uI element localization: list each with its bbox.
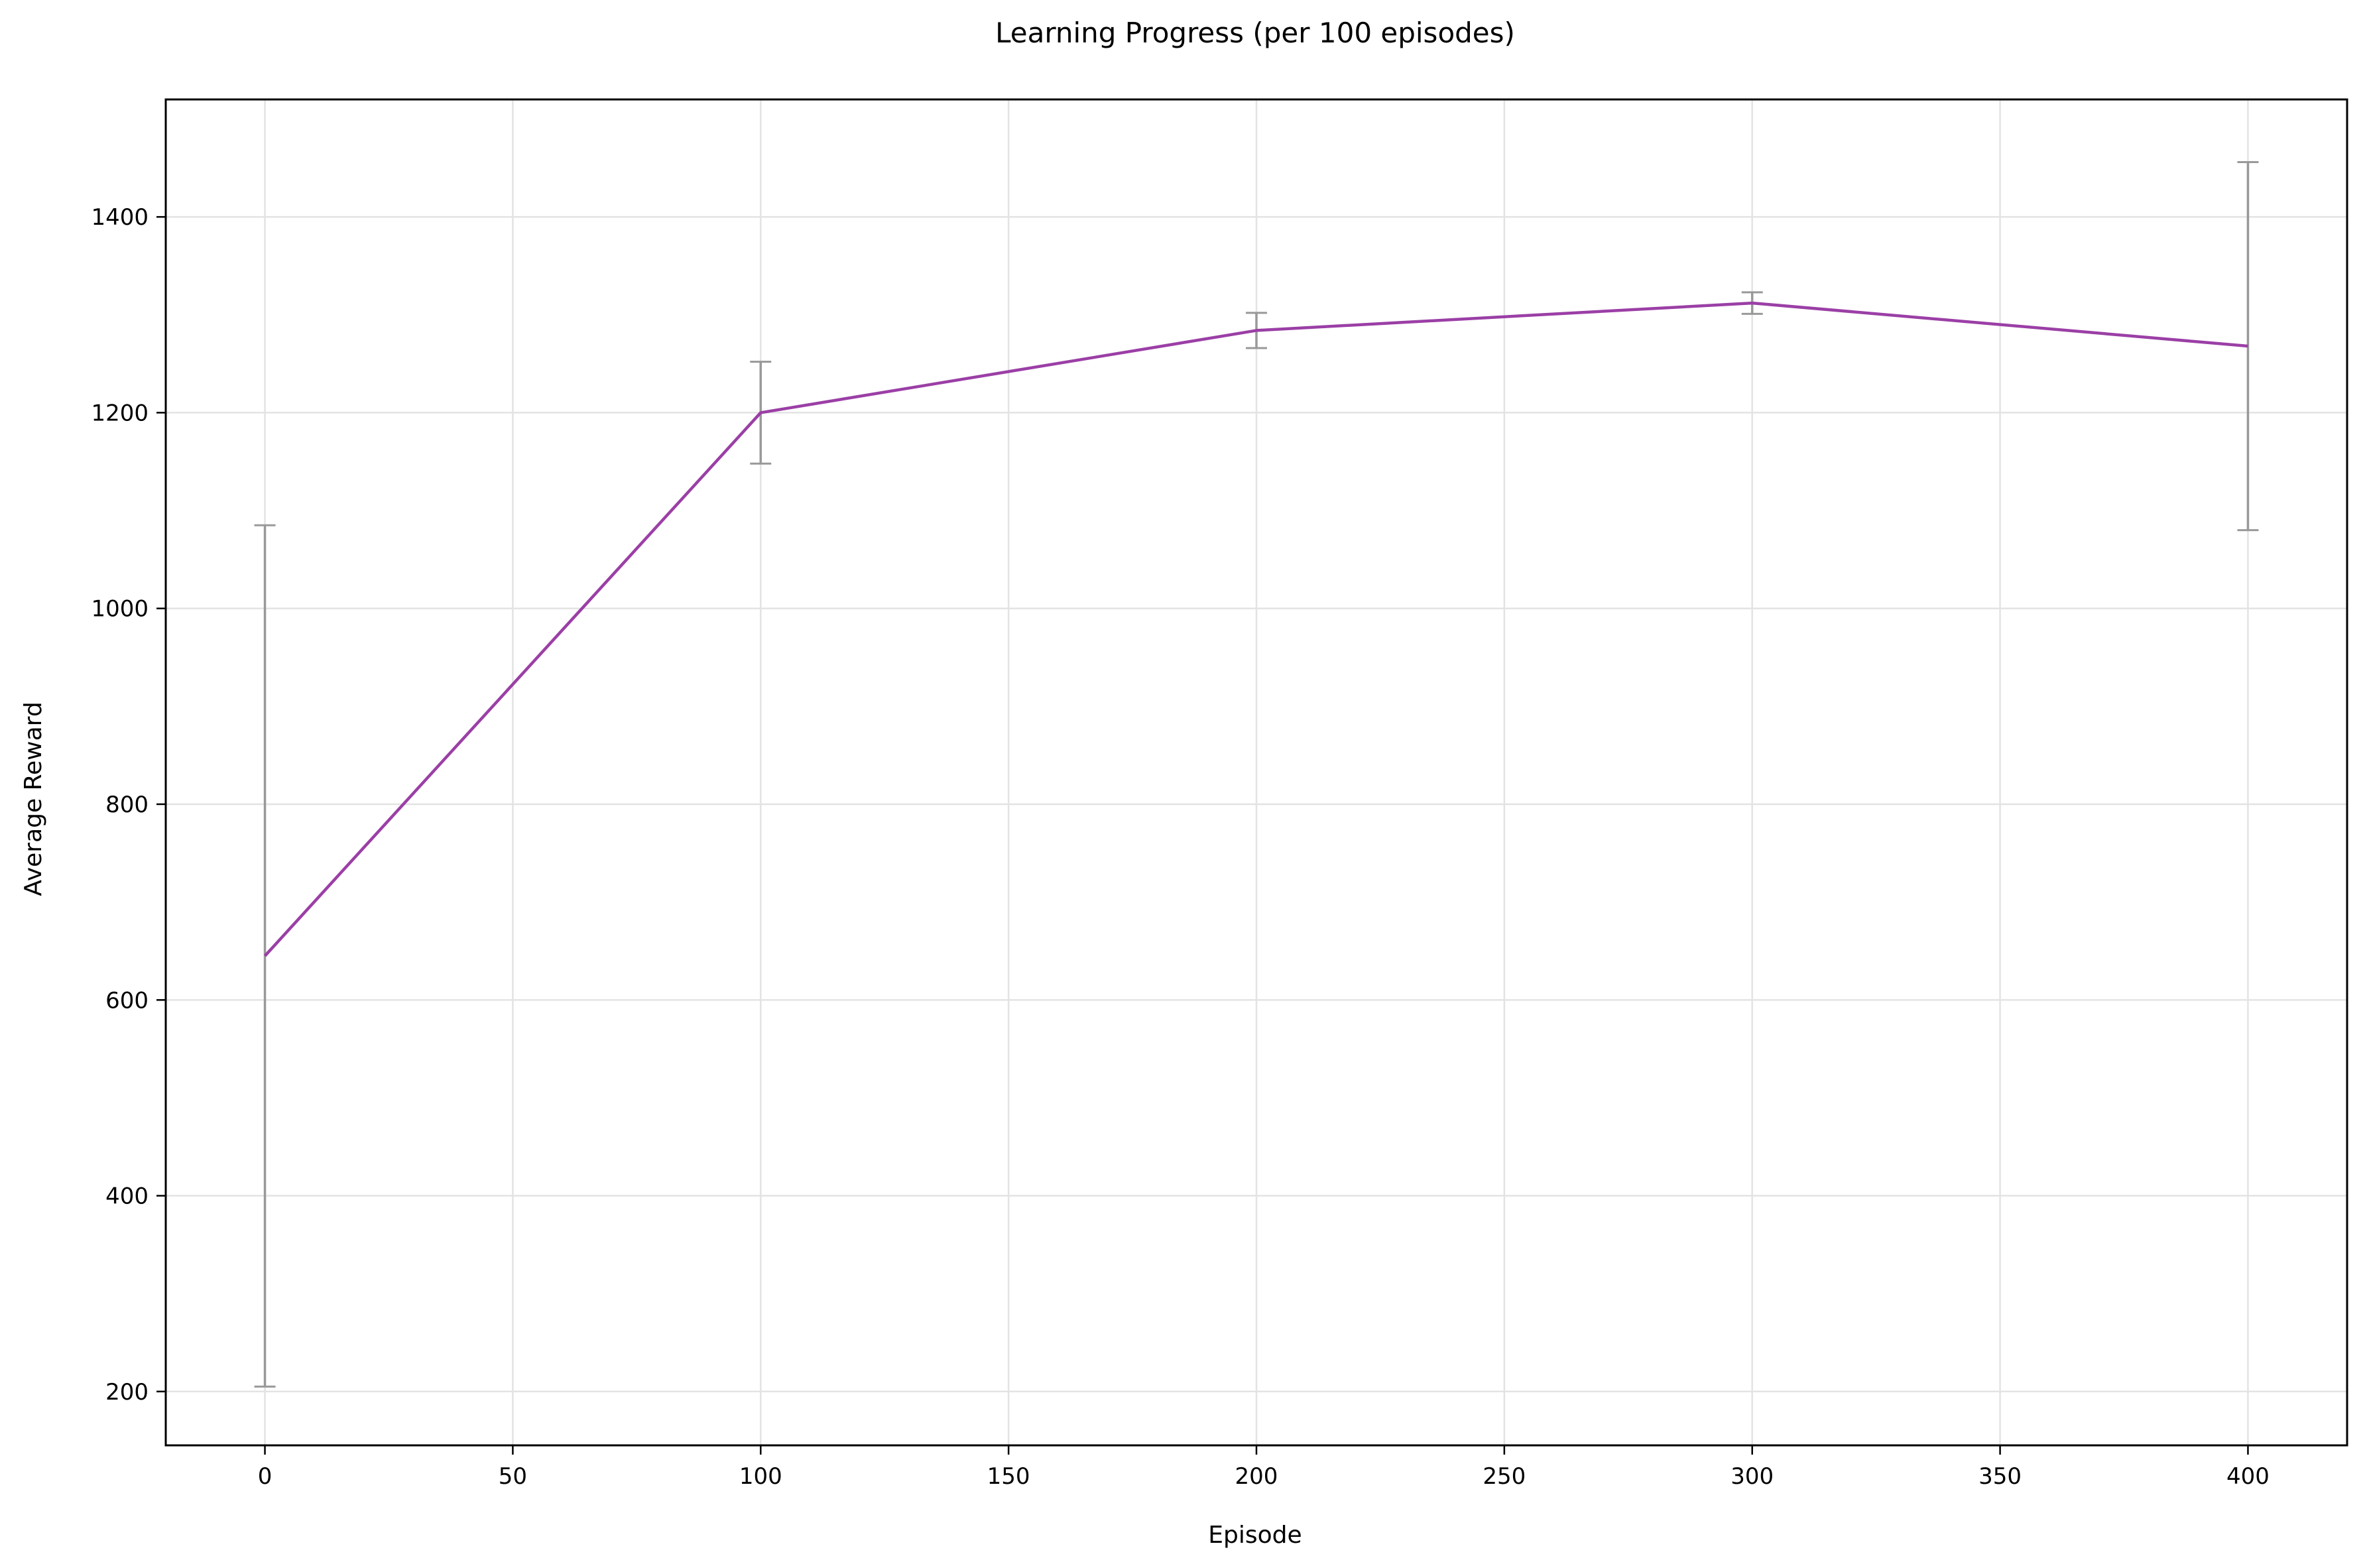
x-tick-label: 200 [1235,1463,1278,1490]
x-axis-ticks: 0 50 100 150 200 250 300 350 400 [258,1445,2270,1490]
x-tick-label: 300 [1730,1463,1774,1490]
y-tick-label: 1000 [91,596,149,623]
y-tick-label: 600 [105,987,149,1014]
x-tick-label: 0 [258,1463,273,1490]
y-tick-label: 1400 [91,204,149,231]
x-tick-label: 400 [2226,1463,2270,1490]
x-tick-label: 250 [1483,1463,1526,1490]
y-tick-label: 200 [105,1379,149,1406]
x-axis-label: Episode [1208,1522,1302,1549]
y-tick-label: 800 [105,792,149,818]
grid [166,99,2347,1445]
series [263,301,2248,957]
y-tick-label: 400 [105,1183,149,1210]
chart-title: Learning Progress (per 100 episodes) [995,17,1515,49]
x-tick-label: 100 [739,1463,782,1490]
x-tick-label: 350 [1978,1463,2022,1490]
y-axis-label: Average Reward [20,701,47,896]
x-tick-label: 50 [499,1463,527,1490]
x-tick-label: 150 [987,1463,1030,1490]
y-axis-ticks: 200 400 600 800 1000 1200 1400 [91,204,166,1406]
y-tick-label: 1200 [91,400,149,426]
